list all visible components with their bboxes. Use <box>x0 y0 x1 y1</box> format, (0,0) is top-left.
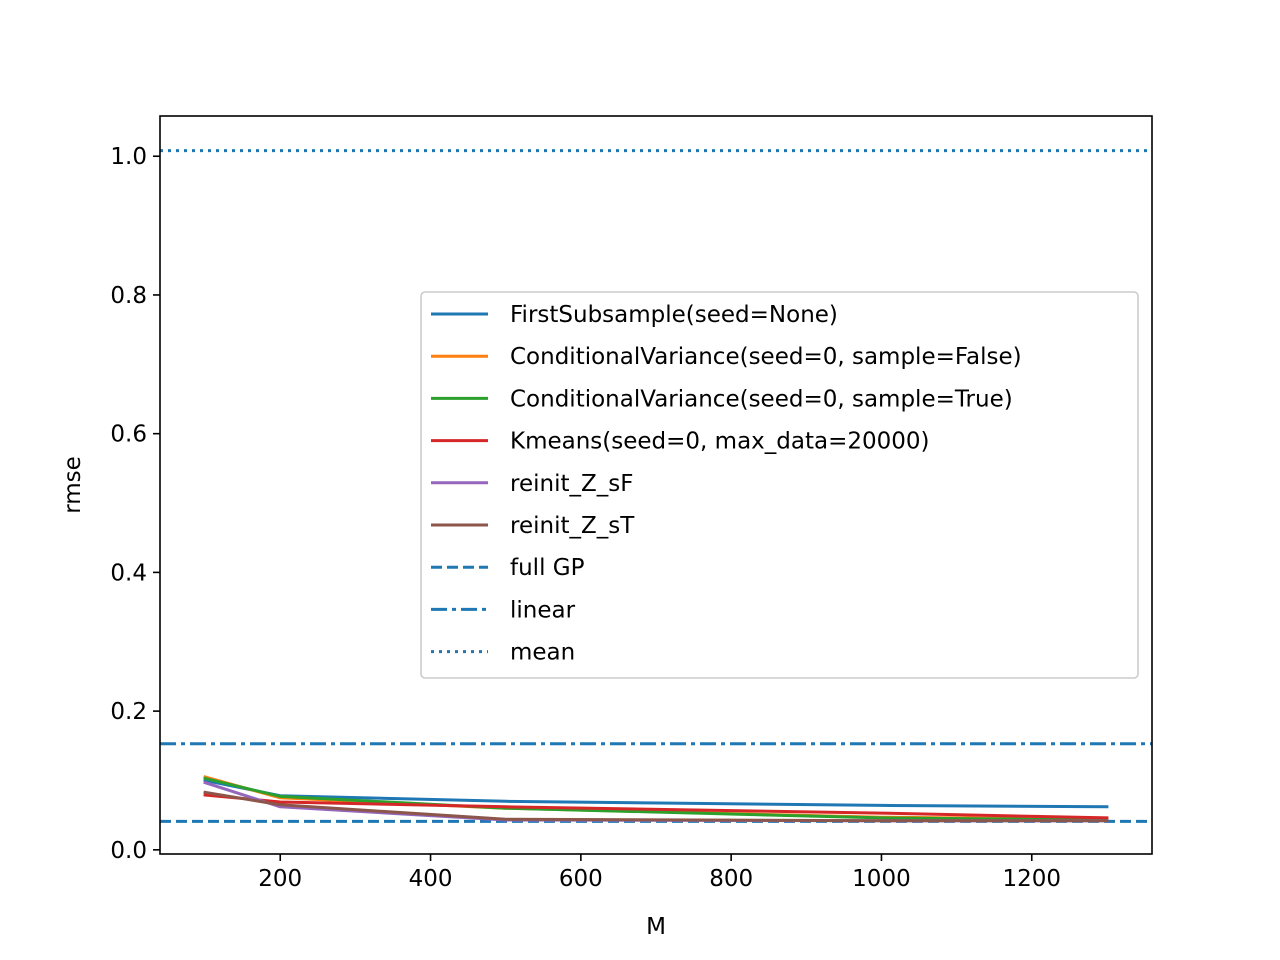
legend-label: Kmeans(seed=0, max_data=20000) <box>510 429 930 455</box>
legend-item-reinit-z-st: reinit_Z_sT <box>431 513 635 539</box>
legend-item-linear: linear <box>431 597 576 623</box>
legend-label: reinit_Z_sF <box>510 471 633 497</box>
series-line-reinit-z-st <box>203 790 1109 823</box>
legend-label: ConditionalVariance(seed=0, sample=True) <box>510 386 1013 412</box>
x-tick-label: 200 <box>258 866 302 892</box>
x-tick-label: 1200 <box>1002 866 1061 892</box>
legend-item-reinit-z-sf: reinit_Z_sF <box>431 471 633 497</box>
legend-item-conditionalvariance-seed-0-sample-false: ConditionalVariance(seed=0, sample=False… <box>431 344 1022 370</box>
legend-item-conditionalvariance-seed-0-sample-true: ConditionalVariance(seed=0, sample=True) <box>431 386 1013 412</box>
legend-item-full-gp: full GP <box>431 555 585 581</box>
legend-item-firstsubsample-seed-none: FirstSubsample(seed=None) <box>431 302 838 328</box>
y-tick-label: 0.8 <box>110 283 147 309</box>
legend: FirstSubsample(seed=None) ConditionalVari… <box>420 291 1139 679</box>
legend-box <box>420 291 1139 679</box>
x-tick-label: 1000 <box>852 866 911 892</box>
plot-lines <box>160 149 1152 823</box>
y-tick-label: 0.4 <box>110 560 147 586</box>
legend-label: full GP <box>510 555 585 581</box>
y-tick-label: 0.2 <box>110 699 147 725</box>
legend-label: reinit_Z_sT <box>510 513 635 539</box>
legend-label: mean <box>510 640 575 666</box>
legend-item-kmeans-seed-0-max-data-20000: Kmeans(seed=0, max_data=20000) <box>431 429 930 455</box>
x-tick-label: 400 <box>409 866 453 892</box>
x-axis: 200 400 600 800 1000 1200 <box>258 854 1061 892</box>
legend-item-mean: mean <box>431 640 575 666</box>
y-axis-label: rmse <box>60 456 86 514</box>
y-axis: 0.0 0.2 0.4 0.6 0.8 1.0 <box>110 144 160 864</box>
legend-label: linear <box>510 597 576 623</box>
y-tick-label: 0.6 <box>110 422 147 448</box>
x-tick-label: 600 <box>559 866 603 892</box>
plot-frame <box>159 115 1153 855</box>
legend-label: ConditionalVariance(seed=0, sample=False… <box>510 344 1022 370</box>
legend-label: FirstSubsample(seed=None) <box>510 302 838 328</box>
x-tick-label: 800 <box>709 866 753 892</box>
x-axis-label: M <box>646 914 666 940</box>
y-tick-label: 0.0 <box>110 838 147 864</box>
y-tick-label: 1.0 <box>110 144 147 170</box>
